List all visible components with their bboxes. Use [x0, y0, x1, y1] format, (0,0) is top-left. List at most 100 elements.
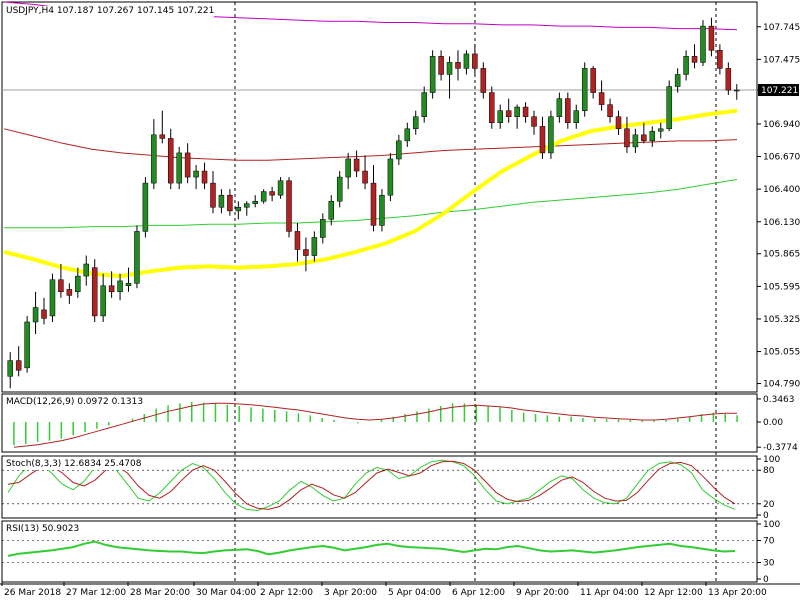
candle-bull: [548, 116, 554, 154]
panel-rsi: [1, 520, 758, 583]
candle-bull: [396, 140, 402, 160]
candle-bull: [176, 152, 182, 184]
candle-bull: [497, 110, 503, 123]
rsi-line: [7, 540, 736, 557]
candle-bull: [514, 106, 520, 117]
price-tick-label: 105.055: [763, 348, 800, 358]
candle-bull: [666, 86, 672, 130]
price-tick-label: 105.325: [763, 315, 800, 325]
macd-label-text: MACD(12,26,9) 0.0972 0.1313: [6, 397, 144, 407]
price-tick-label: 105.865: [763, 250, 800, 260]
candle-bear: [294, 231, 301, 250]
candle-bear: [286, 180, 292, 232]
candle-bear: [590, 68, 596, 93]
candle-bear: [353, 158, 360, 172]
candle-bear: [108, 285, 115, 293]
candle-bear: [167, 138, 174, 184]
time-tick-label: 12 Apr 12:00: [644, 588, 703, 598]
candle-bear: [438, 56, 444, 75]
price-tick-label: 106.940: [763, 120, 800, 130]
candle-bear: [91, 267, 98, 317]
ma-green-line: [4, 179, 738, 229]
candle-bull: [24, 321, 30, 369]
candle-bull: [49, 279, 56, 317]
candle-bull: [328, 200, 335, 220]
candle-bull: [345, 158, 351, 178]
candle-bull: [632, 134, 639, 148]
candle-bull: [412, 116, 419, 130]
candle-bull: [700, 25, 706, 63]
candle-bear: [41, 309, 47, 319]
candle-bull: [404, 128, 411, 142]
ma-yellow-line: [3, 108, 738, 279]
candle-bull: [573, 110, 580, 123]
price-tick-label: 105.595: [763, 282, 800, 292]
macd-signal-line: [13, 402, 738, 448]
candle-bull: [218, 194, 225, 208]
candle-bull: [379, 194, 385, 226]
current-price-tag: [758, 84, 799, 97]
candle-bear: [201, 170, 208, 184]
candle-bull: [75, 275, 81, 293]
current-price-label: 107.221: [761, 86, 798, 96]
candle-bull: [387, 158, 394, 196]
stoch-label-text: Stoch(8,3,3) 12.6834 25.4708: [6, 459, 142, 469]
candle-bear: [362, 170, 368, 184]
candle-bull: [235, 207, 242, 212]
candle-bull: [311, 237, 318, 256]
symbol-text: USDJPY,H4: [6, 6, 54, 16]
candle-bear: [370, 182, 377, 226]
candle-bear: [522, 106, 529, 117]
candle-bear: [598, 92, 605, 105]
candle-bear: [227, 194, 233, 212]
candle-bull: [674, 74, 681, 87]
stoch-signal-line: [7, 460, 736, 510]
candle-bull: [151, 134, 157, 184]
candle-bull: [193, 170, 199, 178]
symbol-label: USDJPY,H4 107.187 107.267 107.145 107.22…: [6, 6, 215, 17]
price-tick-label: 107.745: [763, 23, 800, 33]
candle-bear: [269, 191, 275, 196]
candle-bull: [649, 130, 656, 142]
candle-bull: [142, 182, 149, 232]
candle-bull: [336, 176, 343, 202]
candle-bull: [32, 307, 39, 323]
candle-bear: [210, 182, 216, 208]
candle-bear: [717, 50, 723, 69]
rsi-label-text: RSI(13) 50.9023: [6, 524, 80, 534]
macd-tick-label: -0.3774: [763, 443, 798, 453]
macd-label: MACD(12,26,9) 0.0972 0.1313: [6, 397, 144, 408]
candle-bull: [421, 92, 427, 117]
ma-red-line: [3, 128, 738, 161]
stoch-tick-label: 20: [763, 500, 775, 510]
candle-bull: [277, 180, 284, 196]
candle-bull: [117, 280, 123, 293]
candle-bear: [66, 289, 73, 296]
candle-bear: [691, 56, 698, 63]
candle-bear: [624, 128, 630, 148]
candle-bull: [556, 98, 563, 117]
candle-bear: [505, 110, 512, 117]
candle-bear: [15, 360, 22, 371]
macd-tick-label: 0.00: [763, 418, 783, 428]
time-tick-label: 28 Mar 20:00: [130, 588, 190, 598]
candle-bear: [539, 126, 546, 154]
ohlc-text: 107.187 107.267 107.145 107.221: [56, 6, 215, 16]
candle-bull: [463, 53, 470, 69]
candle-bear: [607, 104, 613, 117]
rsi-label: RSI(13) 50.9023: [6, 524, 80, 535]
stoch-label: Stoch(8,3,3) 12.6834 25.4708: [6, 459, 142, 470]
candle-bear: [472, 53, 478, 69]
candle-bear: [184, 152, 191, 178]
time-tick-label: 26 Mar 2018: [4, 588, 61, 598]
stoch-tick-label: 80: [763, 466, 775, 476]
time-tick-label: 30 Mar 04:00: [196, 588, 256, 598]
price-tick-label: 106.130: [763, 218, 800, 228]
rsi-tick-label: 0: [763, 575, 769, 585]
candle-bear: [489, 92, 495, 123]
time-tick-label: 2 Apr 12:00: [260, 588, 313, 598]
price-tick-label: 107.475: [763, 55, 800, 65]
candle-bull: [134, 231, 140, 284]
candle-bull: [683, 56, 689, 75]
